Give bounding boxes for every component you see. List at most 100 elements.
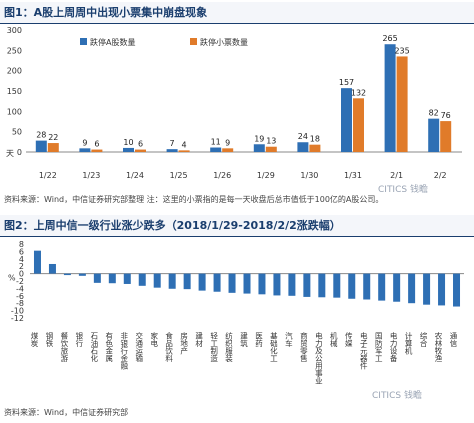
y-tick-label: 100 (7, 107, 22, 116)
x-tick-label: 1/29 (257, 171, 275, 180)
industry-bar (408, 273, 416, 304)
y-unit-label: % (8, 273, 16, 282)
y-tick-label: -6 (16, 292, 24, 301)
industry-bar (153, 273, 161, 288)
x-tick-label: 钢铁 (45, 331, 54, 349)
x-tick-label: 餐饮旅游 (60, 332, 69, 364)
industry-bar (168, 273, 176, 289)
x-tick-label: 通信 (449, 331, 458, 349)
x-tick-label: 基础化工 (269, 331, 278, 363)
x-tick-label: 机械 (329, 331, 338, 349)
x-tick-label: 1/30 (300, 171, 318, 180)
industry-bar (93, 273, 101, 283)
legend-label: 跌停小票数量 (200, 37, 248, 47)
x-tick-label: 2/2 (434, 171, 447, 180)
data-label: 19 (254, 134, 264, 143)
y-unit-label: 天 (6, 149, 14, 158)
industry-bar (288, 273, 296, 296)
data-label: 24 (298, 132, 308, 141)
industry-bar (48, 263, 56, 274)
x-tick-label: 非银行金融 (120, 331, 129, 371)
chart1-source: 资料来源：Wind，中信证券研究部整理 注：这里的小票指的是每一天收盘后总市值低… (4, 195, 384, 204)
legend-label: 跌停A股数量 (90, 37, 135, 47)
bar-a-share (35, 140, 47, 152)
y-tick-label: 300 (7, 26, 22, 35)
industry-bar (123, 273, 131, 284)
x-tick-label: 家电 (149, 331, 158, 348)
bar-small-cap (396, 56, 408, 152)
chart2-title: 图2：上周中信一级行业涨少跌多（2018/1/29-2018/2/2涨跌幅） (0, 215, 474, 237)
bar-a-share (79, 148, 91, 152)
data-label: 9 (82, 138, 87, 147)
bar-a-share (384, 44, 396, 152)
data-label: 18 (310, 135, 320, 144)
industry-bar (213, 273, 221, 292)
x-tick-label: 煤炭 (30, 331, 39, 349)
data-label: 4 (182, 140, 187, 149)
x-tick-label: 纺织服装 (224, 331, 233, 364)
bar-small-cap (91, 149, 103, 152)
industry-bar (228, 273, 236, 293)
bar-a-share (297, 142, 309, 152)
bar-small-cap (47, 143, 59, 152)
x-tick-label: 建材 (194, 331, 203, 348)
x-tick-label: 石油石化 (90, 332, 99, 364)
bar-a-share (166, 149, 178, 152)
industry-bar (33, 250, 41, 274)
x-tick-label: 房地产 (179, 331, 188, 356)
x-tick-label: 商贸零售 (299, 331, 308, 364)
industry-bar (138, 273, 146, 286)
x-tick-label: 建筑 (239, 331, 248, 349)
data-label: 132 (351, 88, 366, 97)
bar-small-cap (178, 150, 190, 152)
chart1-watermark: CITICS 钱瞻 (378, 185, 428, 195)
x-tick-label: 1/26 (213, 171, 231, 180)
x-tick-label: 2/1 (390, 171, 403, 180)
data-label: 7 (170, 139, 175, 148)
x-tick-label: 计算机 (404, 331, 413, 356)
bar-small-cap (222, 148, 234, 152)
industry-bar (198, 273, 206, 291)
data-label: 11 (211, 138, 221, 147)
y-tick-label: 50 (12, 128, 22, 137)
chart1-title: 图1：A股上周周中出现小票集中崩盘现象 (0, 2, 474, 24)
industry-bar (393, 273, 401, 302)
data-label: 13 (266, 137, 276, 146)
y-tick-label: 250 (7, 46, 22, 55)
y-tick-label: -2 (16, 277, 24, 286)
data-label: 235 (394, 46, 409, 55)
x-tick-label: 交通运输 (134, 331, 143, 364)
x-tick-label: 1/24 (126, 171, 144, 180)
x-tick-label: 医药 (254, 332, 263, 349)
x-tick-label: 1/31 (344, 171, 362, 180)
industry-bar (333, 273, 341, 298)
industry-bar (363, 273, 371, 300)
legend-swatch (80, 38, 87, 45)
y-tick-label: 150 (7, 87, 22, 96)
y-tick-label: -10 (11, 307, 24, 316)
x-tick-label: 汽车 (284, 331, 293, 349)
data-label: 10 (123, 138, 133, 147)
x-tick-label: 1/22 (39, 171, 57, 180)
y-tick-label: -4 (16, 284, 24, 293)
data-label: 76 (441, 111, 451, 120)
bar-a-share (428, 118, 440, 152)
bar-a-share (210, 147, 222, 152)
x-tick-label: 电力设备 (389, 331, 398, 364)
data-label: 6 (94, 140, 99, 149)
industry-bar (108, 273, 116, 284)
legend-swatch (190, 38, 197, 45)
x-tick-label: 1/23 (82, 171, 100, 180)
x-tick-label: 有色金属 (105, 331, 114, 364)
x-tick-label: 综合 (419, 331, 428, 349)
industry-bar (183, 273, 191, 290)
x-tick-label: 轻工制造 (209, 331, 218, 364)
chart2-watermark: CITICS 钱瞻 (372, 391, 422, 401)
industry-bar (423, 273, 431, 305)
industry-bar (273, 273, 281, 296)
y-tick-label: 200 (7, 67, 22, 76)
y-tick-label: 8 (19, 240, 24, 249)
x-tick-label: 电子元器件 (359, 331, 368, 371)
x-tick-label: 农林牧渔 (434, 331, 443, 363)
